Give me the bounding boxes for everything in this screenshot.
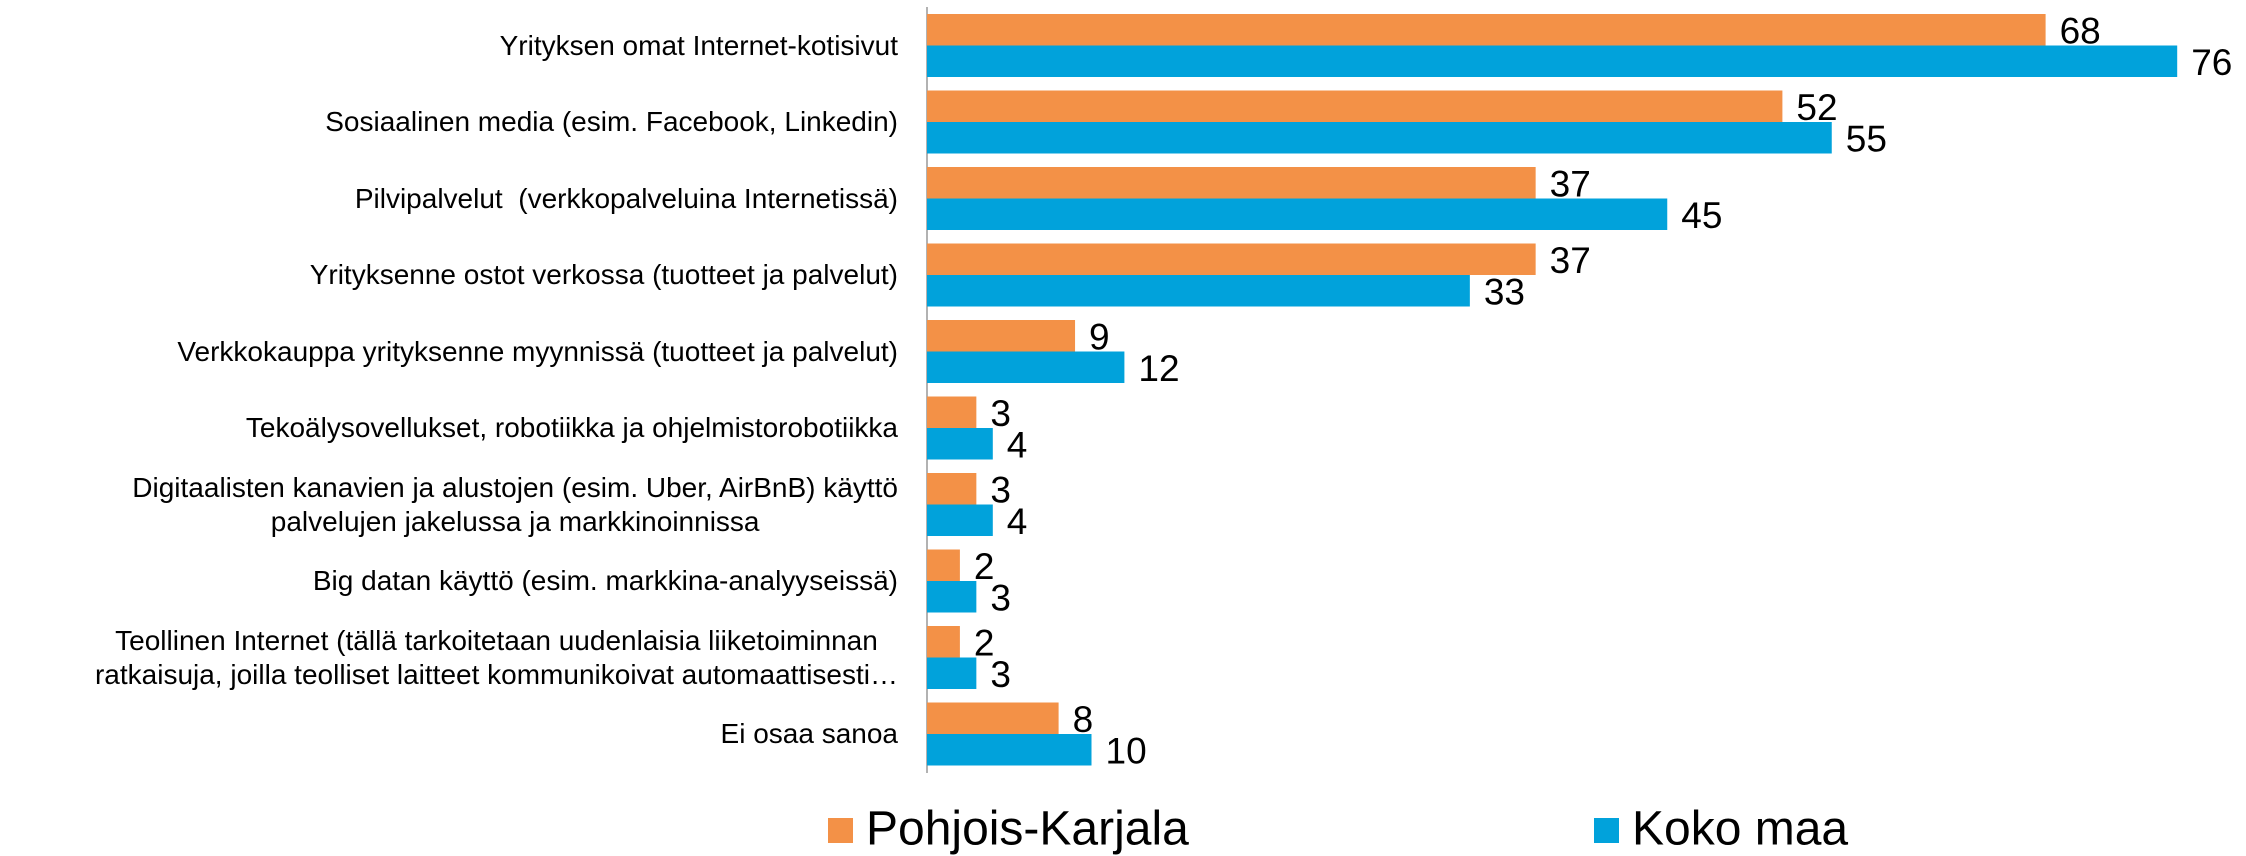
- category-label: Verkkokauppa yrityksenne myynnissä (tuot…: [177, 335, 898, 367]
- bar: [927, 122, 1832, 154]
- bar: [927, 167, 1536, 199]
- value-label: 3: [990, 470, 1011, 511]
- bar: [927, 504, 993, 536]
- value-label: 12: [1138, 348, 1179, 389]
- bar: [927, 581, 977, 613]
- value-label: 2: [974, 546, 995, 587]
- value-label: 55: [1846, 119, 1887, 160]
- bar: [927, 626, 960, 658]
- bar: [927, 428, 993, 460]
- category-label: Yrityksenne ostot verkossa (tuotteet ja …: [309, 259, 898, 290]
- value-label: 52: [1796, 87, 1837, 128]
- category-label: Tekoälysovellukset, robotiikka ja ohjelm…: [245, 412, 898, 443]
- category-label: Yrityksen omat Internet-kotisivut: [499, 29, 898, 61]
- bar: [927, 473, 977, 505]
- bar: [927, 657, 977, 689]
- value-label: 37: [1550, 164, 1591, 205]
- value-label: 3: [990, 393, 1011, 434]
- value-label: 76: [2191, 42, 2232, 83]
- category-label: Ei osaa sanoa: [720, 718, 898, 749]
- value-label: 4: [1007, 501, 1028, 542]
- bar: [927, 198, 1668, 230]
- value-label: 8: [1073, 699, 1094, 740]
- value-label: 68: [2060, 11, 2101, 52]
- value-label: 3: [990, 578, 1011, 619]
- category-label: Digitaalisten kanavien ja alustojen (esi…: [132, 471, 898, 537]
- bar: [927, 243, 1536, 275]
- value-label: 9: [1089, 317, 1110, 358]
- category-label: Big datan käyttö (esim. markkina-analyys…: [312, 565, 898, 596]
- bar: [927, 396, 977, 428]
- bar: [927, 14, 2046, 46]
- bar: [927, 90, 1783, 122]
- value-label: 45: [1681, 195, 1722, 236]
- value-label: 4: [1007, 425, 1028, 466]
- bar: [927, 351, 1125, 383]
- value-label: 10: [1106, 731, 1147, 772]
- bar: [927, 734, 1092, 766]
- value-label: 33: [1484, 272, 1525, 313]
- bar: [927, 320, 1076, 352]
- category-label: Sosiaalinen media (esim. Facebook, Linke…: [325, 106, 898, 137]
- bar: [927, 549, 960, 581]
- legend-swatch: [828, 818, 853, 843]
- legend-label: Pohjois-Karjala: [866, 803, 1189, 856]
- bar: [927, 45, 2178, 77]
- value-label: 3: [990, 654, 1011, 695]
- legend-swatch: [1594, 818, 1619, 843]
- bar: [927, 275, 1470, 307]
- bar: [927, 702, 1059, 734]
- category-label: Pilvipalvelut (verkkopalveluina Internet…: [354, 182, 898, 214]
- value-label: 37: [1550, 240, 1591, 281]
- legend-label: Koko maa: [1632, 803, 1848, 856]
- category-label: Teollinen Internet (tällä tarkoitetaan u…: [94, 624, 898, 690]
- value-label: 2: [974, 623, 995, 664]
